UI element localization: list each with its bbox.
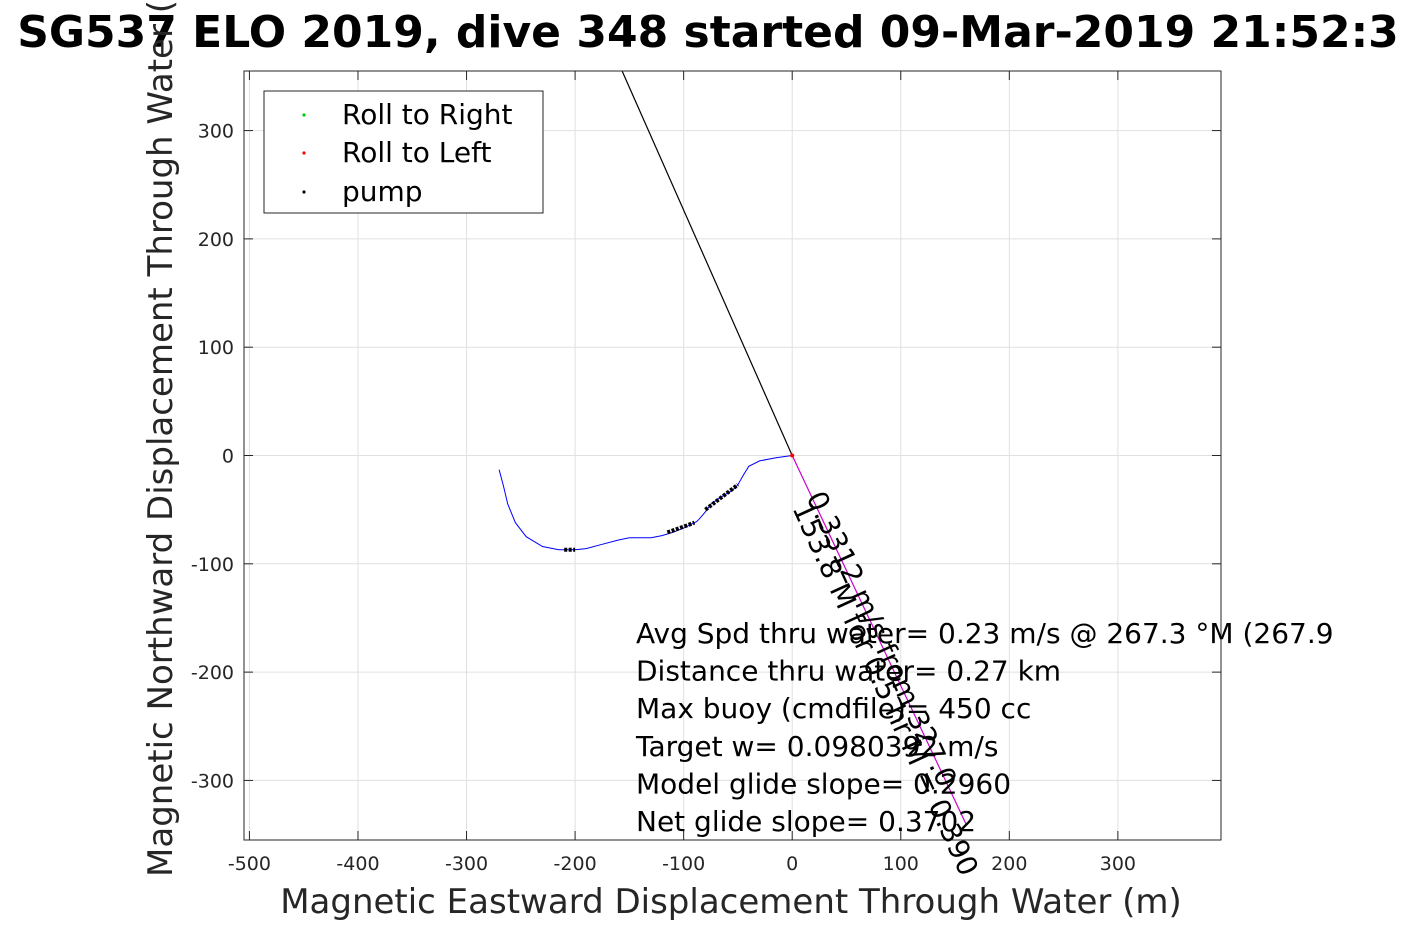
y-tick-label: -100 bbox=[191, 554, 234, 576]
dive-statistics: Avg Spd thru water= 0.23 m/s @ 267.3 °M … bbox=[635, 617, 1334, 838]
track-line bbox=[498, 455, 793, 551]
stats-line: Net glide slope= 0.3702 bbox=[636, 805, 976, 838]
y-tick-labels: -300 -200 -100 0 100 200 300 bbox=[191, 121, 234, 793]
x-tick-labels: -500 -400 -300 -200 -100 0 100 200 300 bbox=[228, 853, 1136, 875]
pump-segment bbox=[704, 483, 740, 512]
y-tick-label: 0 bbox=[222, 446, 234, 468]
legend-roll-right-label: Roll to Right bbox=[342, 98, 513, 131]
legend-pump-marker bbox=[302, 190, 306, 194]
dive-start-marker bbox=[790, 453, 795, 458]
x-tick-label: -500 bbox=[228, 853, 271, 875]
current-line bbox=[621, 71, 793, 456]
legend: Roll to Right Roll to Left pump bbox=[263, 90, 544, 214]
x-tick-label: 100 bbox=[883, 853, 919, 875]
y-tick-label: 100 bbox=[198, 337, 234, 359]
x-tick-label: -200 bbox=[554, 853, 597, 875]
x-tick-label: -300 bbox=[445, 853, 488, 875]
y-tick-label: 300 bbox=[198, 121, 234, 143]
legend-box bbox=[263, 90, 544, 214]
axis-ticks bbox=[244, 71, 1221, 840]
y-axis-label: Magnetic Northward Displacement Through … bbox=[141, 0, 181, 877]
y-tick-label: 200 bbox=[198, 229, 234, 251]
legend-roll-right-marker bbox=[302, 113, 306, 117]
x-tick-label: -100 bbox=[662, 853, 705, 875]
grid-lines bbox=[244, 71, 1221, 840]
x-tick-label: 0 bbox=[786, 853, 798, 875]
stats-line: Max buoy (cmdfile)= 450 cc bbox=[636, 692, 1031, 725]
x-tick-label: -400 bbox=[336, 853, 379, 875]
stats-line: Distance thru water= 0.27 km bbox=[636, 655, 1061, 688]
x-tick-label: 200 bbox=[991, 853, 1027, 875]
legend-pump-label: pump bbox=[342, 175, 423, 208]
stats-line: Avg Spd thru water= 0.23 m/s @ 267.3 °M … bbox=[636, 617, 1334, 650]
legend-roll-left-label: Roll to Left bbox=[342, 136, 491, 169]
stats-line: Target w= 0.0980392 m/s bbox=[635, 730, 998, 763]
y-tick-label: -200 bbox=[191, 662, 234, 684]
data-series bbox=[498, 71, 967, 825]
stats-line: Model glide slope= 0.2960 bbox=[636, 767, 1011, 800]
heading-line bbox=[791, 455, 967, 825]
x-tick-label: 300 bbox=[1100, 853, 1136, 875]
pump-segment bbox=[666, 520, 696, 535]
axes-frame bbox=[243, 70, 1222, 841]
y-tick-label: -300 bbox=[191, 770, 234, 792]
chart-title: SG537 ELO 2019, dive 348 started 09-Mar-… bbox=[17, 7, 1399, 58]
x-axis-label: Magnetic Eastward Displacement Through W… bbox=[280, 882, 1182, 922]
legend-roll-left-marker bbox=[302, 151, 306, 155]
